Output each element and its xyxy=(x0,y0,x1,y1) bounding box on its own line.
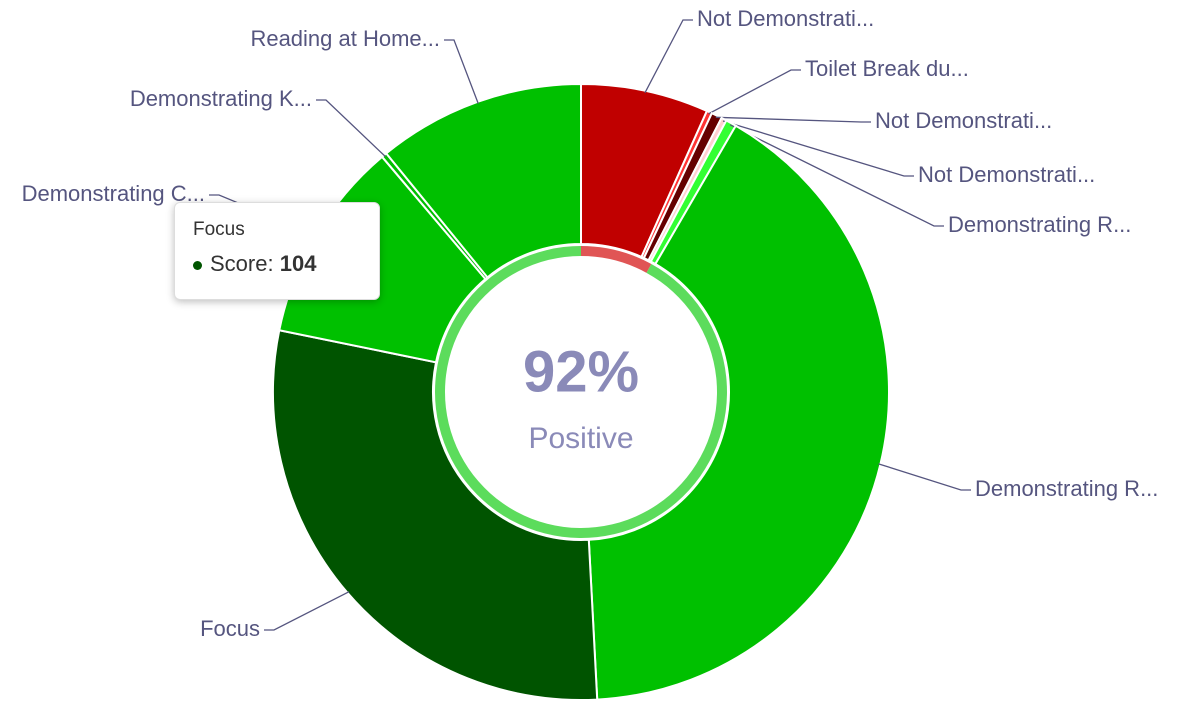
leader-line xyxy=(264,591,350,631)
ring-negative xyxy=(581,246,652,273)
slice-label: Demonstrating R... xyxy=(975,476,1158,501)
tooltip-label: Score: xyxy=(210,251,274,276)
tooltip-body: Score: 104 xyxy=(193,251,361,277)
leader-line xyxy=(729,124,944,227)
leader-line xyxy=(644,19,693,94)
slice-label: Demonstrating C... xyxy=(22,181,205,206)
slice-label: Reading at Home... xyxy=(250,26,440,51)
leader-line xyxy=(715,116,871,123)
slice-label: Not Demonstrati... xyxy=(875,108,1052,133)
leader-line xyxy=(722,120,914,177)
slice-label: Demonstrating R... xyxy=(948,212,1131,237)
tooltip-title: Focus xyxy=(193,219,245,240)
slice xyxy=(272,329,599,701)
leader-line xyxy=(708,69,801,115)
center-caption: Positive xyxy=(528,422,633,455)
leader-line xyxy=(444,39,479,104)
slice xyxy=(384,82,582,279)
tooltip-dot xyxy=(193,260,202,270)
tooltip-value: 104 xyxy=(279,251,317,276)
slice-label: Not Demonstrati... xyxy=(918,162,1095,187)
leader-line xyxy=(316,99,386,158)
tooltip: Focus Score: 104 xyxy=(174,202,380,300)
center-value: 92% xyxy=(523,339,639,404)
slice xyxy=(587,124,890,701)
leader-line xyxy=(878,463,971,491)
slice-label: Demonstrating K... xyxy=(130,86,312,111)
slice-label: Toilet Break du... xyxy=(805,56,969,81)
slice-label: Not Demonstrati... xyxy=(697,6,874,31)
slice-label: Focus xyxy=(200,616,260,641)
